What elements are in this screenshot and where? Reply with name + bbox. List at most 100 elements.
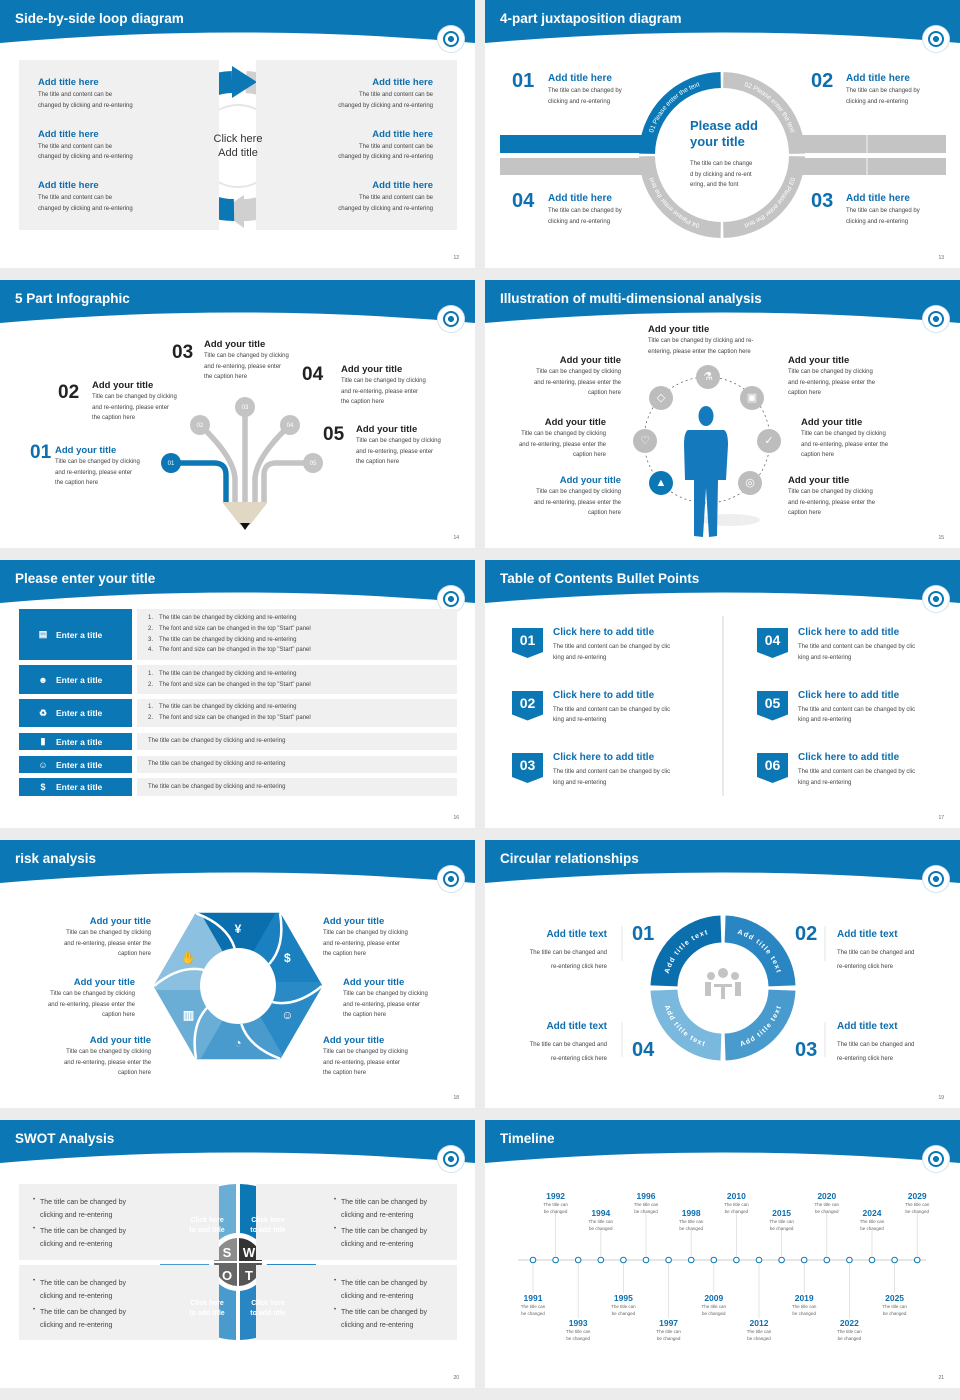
row-title-cell[interactable]: ▮ Enter a title [19, 733, 132, 750]
event-text: The title can be changed [859, 1219, 885, 1231]
ring-segment [639, 72, 722, 155]
slide-19[interactable]: Add title text Add title text Add title te… [485, 840, 960, 1108]
row-title-cell[interactable]: ♻ Enter a title [19, 699, 132, 727]
timeline-event: 1997 The title can be changed [649, 1318, 689, 1342]
event-year: 1991 [523, 1293, 543, 1303]
page-number: 20 [453, 1375, 459, 1381]
event-year: 1996 [636, 1191, 656, 1201]
ring-segment [722, 155, 805, 238]
slide-18[interactable]: risk analysis Add your title Title can be… [0, 840, 475, 1108]
branch-line [171, 460, 229, 502]
event-text: The title can be changed [656, 1329, 681, 1341]
item-number: 04 [632, 1039, 655, 1061]
slide-title: 4-part juxtaposition diagram [500, 11, 682, 26]
row-content: The title can be changed by clicking and… [137, 756, 457, 773]
logo-emblem-icon [438, 26, 464, 52]
item-body: The title can be changed and re-entering… [837, 1042, 915, 1062]
bullet-text: The title can be changed by clicking and… [40, 1309, 127, 1329]
event-text: The title can be changed [633, 1202, 659, 1214]
swot-quadrant-title[interactable]: Click here to add title [189, 1217, 225, 1234]
hand-yen-icon: ✋ [181, 950, 197, 965]
event-text: The title can be changed [611, 1304, 636, 1316]
swot-quadrant-title[interactable]: Click here to add title [189, 1300, 225, 1317]
timeline-event: 2020 The title can be changed [807, 1191, 847, 1215]
item-title: Add your title [73, 977, 135, 988]
pencil-body [222, 502, 268, 525]
number-badge: 05 [757, 690, 788, 721]
row-title-cell[interactable]: ☻ Enter a title [19, 665, 132, 694]
item-title: Add title here [548, 193, 612, 204]
row-title-cell[interactable]: ▤ Enter a title [19, 609, 132, 660]
timeline-node [620, 1256, 627, 1264]
event-text: The title can be changed [588, 1219, 614, 1231]
timeline-node [597, 1256, 605, 1264]
slide-13[interactable]: 01 Please enter the text 02 Please enter … [485, 0, 960, 268]
row-line: 1. The title can be changed by clicking … [148, 704, 297, 711]
bullet-icon: • [33, 1278, 36, 1284]
bullet-text: The title can be changed by clicking and… [341, 1199, 428, 1219]
event-year: 1995 [613, 1293, 633, 1303]
event-text: The title can be changed [701, 1304, 727, 1316]
event-text: The title can be changed [769, 1219, 794, 1231]
timeline-node [642, 1256, 650, 1264]
event-year: 2009 [704, 1293, 724, 1303]
slide-title: Side-by-side loop diagram [15, 11, 184, 26]
meeting-people-icon [705, 968, 741, 999]
item-body: Title can be changed by clicking and re-… [788, 369, 876, 396]
event-year: 2024 [862, 1208, 882, 1218]
timeline-node [755, 1256, 763, 1264]
item-body: Title can be changed by clicking and re-… [323, 1049, 408, 1076]
recycle-icon: ♻ [38, 707, 48, 718]
item-body: The title and content can be changed by … [338, 195, 433, 212]
users-icon: ☺ [281, 1007, 294, 1022]
item-title: Add your title [92, 380, 154, 391]
item-title: Add your title [544, 417, 606, 428]
row-title-cell[interactable]: $ Enter a title [19, 778, 132, 796]
slide-title: Circular relationships [500, 851, 639, 866]
event-text: The title can be changed [882, 1304, 907, 1316]
item-body: The title can be changed by clicking and… [846, 208, 920, 225]
header-band [485, 840, 960, 883]
row-line: The title can be changed by clicking and… [148, 761, 286, 768]
item-title: Add your title [341, 364, 403, 375]
event-text: The title can be changed [724, 1202, 749, 1214]
bullet-icon: • [33, 1307, 36, 1313]
item-title: Add your title [559, 475, 621, 486]
item-title: Click here to add title [553, 627, 655, 638]
timeline-node [778, 1256, 785, 1264]
item-body: The title and content can be changed by … [798, 769, 916, 786]
item-title: Add your title [788, 475, 850, 486]
bullet-text: The title can be changed by clicking and… [341, 1280, 428, 1300]
lock-icon: ▣ [740, 386, 764, 410]
swot-quadrant-title[interactable]: Click here to add title [250, 1300, 286, 1317]
row-line: The title can be changed by clicking and… [148, 783, 286, 790]
slide-21[interactable]: Timeline 1991 The title can be changed 199… [485, 1120, 960, 1388]
flask-icon: ⚗ [696, 365, 720, 389]
ring-segment [639, 155, 722, 238]
item-body: Title can be changed by clicking and re-… [341, 378, 426, 405]
item-body: The title and content can be changed by … [798, 644, 916, 661]
header-band [485, 560, 960, 603]
row-title-cell[interactable]: ☺ Enter a title [19, 756, 132, 773]
event-year: 1994 [591, 1208, 611, 1218]
item-body: Title can be changed by clicking and re-… [648, 338, 754, 355]
slide-17[interactable]: Table of Contents Bullet Points 01 Click … [485, 560, 960, 828]
item-title: Add your title [89, 916, 151, 927]
page-number: 18 [453, 1095, 459, 1101]
row-title: Enter a title [56, 736, 103, 747]
swot-panel [256, 1184, 457, 1260]
slide-14[interactable]: 01 02 03 04 05 5 Part Infographic 01 Add your… [0, 280, 475, 548]
number-badge: 03 [512, 753, 543, 783]
branch-node [303, 453, 323, 473]
slide-16[interactable]: Please enter your title ▤ Enter a title 1.… [0, 560, 475, 828]
swot-letter: S [223, 1245, 232, 1260]
timeline-event: 2024 The title can be changed [852, 1208, 892, 1232]
bullet-text: The title can be changed by clicking and… [40, 1199, 127, 1219]
center-title[interactable]: Click here Add title [213, 133, 263, 159]
slide-15[interactable]: Illustration of multi-dimensional analys… [485, 280, 960, 548]
event-text: The title can be changed [814, 1202, 840, 1214]
row-line: The title can be changed by clicking and… [148, 738, 286, 745]
swot-quadrant-title[interactable]: Click here to add title [250, 1217, 286, 1234]
